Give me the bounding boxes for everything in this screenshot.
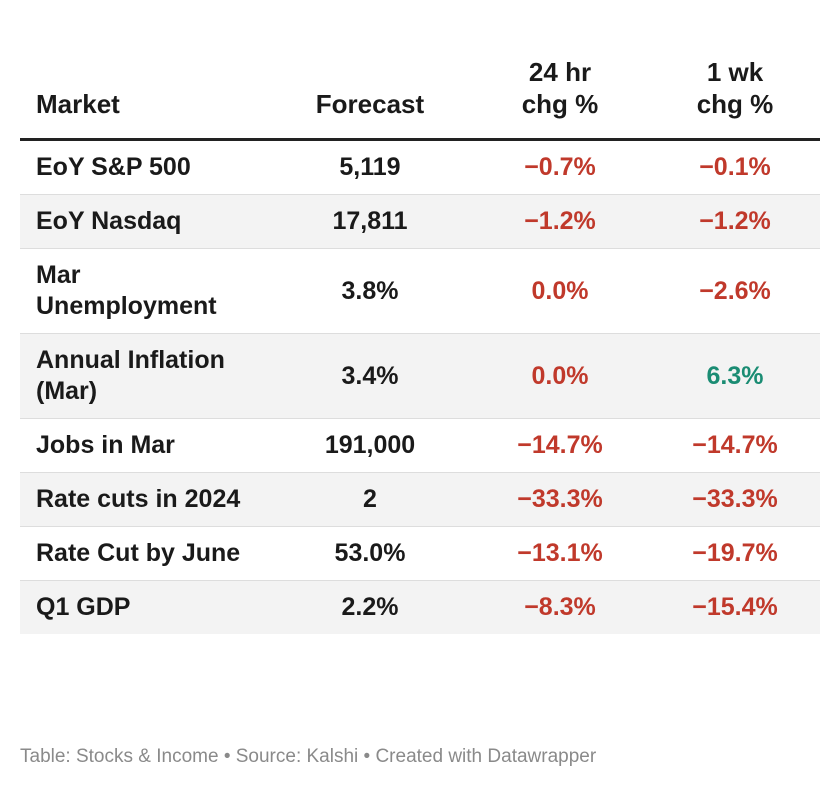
cell-forecast: 2 bbox=[270, 472, 470, 527]
cell-forecast: 5,119 bbox=[270, 139, 470, 195]
data-table-container: Market Forecast 24 hr chg % 1 wk chg % E… bbox=[20, 56, 820, 634]
column-header-24hr-chg-label: 24 hr chg % bbox=[521, 57, 599, 119]
column-header-market: Market bbox=[36, 89, 120, 119]
cell-24hr-chg: −14.7% bbox=[470, 418, 650, 473]
forecast-table: Market Forecast 24 hr chg % 1 wk chg % E… bbox=[20, 56, 820, 634]
cell-market-label: Mar Unemployment bbox=[36, 261, 217, 320]
column-header-forecast: Forecast bbox=[315, 89, 425, 119]
table-row: Rate Cut by June 53.0% −13.1% −19.7% bbox=[20, 526, 820, 581]
cell-24hr-chg: −13.1% bbox=[470, 526, 650, 581]
cell-market-label: Rate Cut by June bbox=[36, 539, 241, 567]
cell-forecast: 3.8% bbox=[270, 248, 470, 334]
cell-24hr-chg: −33.3% bbox=[470, 472, 650, 527]
table-row: Annual Inflation (Mar) 3.4% 0.0% 6.3% bbox=[20, 333, 820, 419]
cell-market: Jobs in Mar bbox=[20, 418, 270, 473]
cell-forecast: 53.0% bbox=[270, 526, 470, 581]
table-row: EoY S&P 500 5,119 −0.7% −0.1% bbox=[20, 139, 820, 195]
table-header-row: Market Forecast 24 hr chg % 1 wk chg % bbox=[20, 56, 820, 140]
cell-market-label: Annual Inflation (Mar) bbox=[36, 346, 225, 405]
column-header-24hr-chg: 24 hr chg % bbox=[470, 56, 650, 140]
cell-24hr-chg: 0.0% bbox=[470, 333, 650, 419]
cell-market: Rate cuts in 2024 bbox=[20, 472, 270, 527]
cell-1wk-chg: −0.1% bbox=[650, 139, 820, 195]
cell-market-label: Rate cuts in 2024 bbox=[36, 485, 241, 513]
cell-1wk-chg: −15.4% bbox=[650, 580, 820, 634]
table-row: Rate cuts in 2024 2 −33.3% −33.3% bbox=[20, 472, 820, 527]
cell-1wk-chg: 6.3% bbox=[650, 333, 820, 419]
cell-market: Q1 GDP bbox=[20, 580, 270, 634]
cell-1wk-chg: −14.7% bbox=[650, 418, 820, 473]
cell-market-label: EoY S&P 500 bbox=[36, 153, 191, 181]
cell-1wk-chg: −1.2% bbox=[650, 194, 820, 249]
table-row: Mar Unemployment 3.8% 0.0% −2.6% bbox=[20, 248, 820, 334]
cell-1wk-chg: −33.3% bbox=[650, 472, 820, 527]
footer-credit: Table: Stocks & Income • Source: Kalshi … bbox=[20, 746, 597, 767]
cell-market-label: Jobs in Mar bbox=[36, 431, 175, 459]
column-header-1wk-chg-label: 1 wk chg % bbox=[696, 57, 774, 119]
cell-market-label: EoY Nasdaq bbox=[36, 207, 182, 235]
cell-market: Rate Cut by June bbox=[20, 526, 270, 581]
cell-market: Annual Inflation (Mar) bbox=[20, 333, 270, 419]
cell-market-label: Q1 GDP bbox=[36, 593, 131, 621]
cell-forecast: 2.2% bbox=[270, 580, 470, 634]
table-body: EoY S&P 500 5,119 −0.7% −0.1% EoY Nasdaq 17,8… bbox=[20, 139, 820, 634]
cell-forecast: 3.4% bbox=[270, 333, 470, 419]
cell-24hr-chg: −8.3% bbox=[470, 580, 650, 634]
cell-24hr-chg: −1.2% bbox=[470, 194, 650, 249]
cell-forecast: 17,811 bbox=[270, 194, 470, 249]
table-row: Jobs in Mar 191,000 −14.7% −14.7% bbox=[20, 418, 820, 473]
cell-forecast: 191,000 bbox=[270, 418, 470, 473]
cell-market: EoY Nasdaq bbox=[20, 194, 270, 249]
table-row: Q1 GDP 2.2% −8.3% −15.4% bbox=[20, 580, 820, 634]
cell-1wk-chg: −2.6% bbox=[650, 248, 820, 334]
cell-24hr-chg: 0.0% bbox=[470, 248, 650, 334]
column-header-1wk-chg: 1 wk chg % bbox=[650, 56, 820, 140]
cell-market: EoY S&P 500 bbox=[20, 139, 270, 195]
table-row: EoY Nasdaq 17,811 −1.2% −1.2% bbox=[20, 194, 820, 249]
cell-market: Mar Unemployment bbox=[20, 248, 270, 334]
cell-24hr-chg: −0.7% bbox=[470, 139, 650, 195]
cell-1wk-chg: −19.7% bbox=[650, 526, 820, 581]
